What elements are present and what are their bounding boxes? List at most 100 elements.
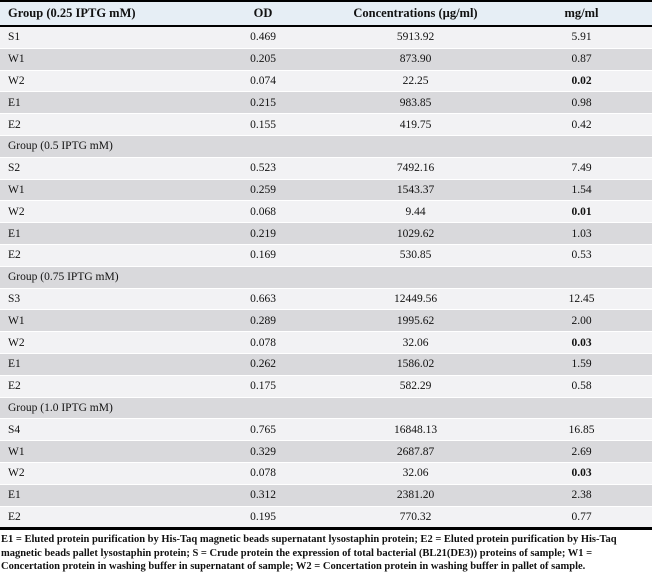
od-value-cell: 0.195 bbox=[198, 506, 328, 530]
od-value-cell: 0.259 bbox=[198, 179, 328, 202]
concentration-value-cell: 582.29 bbox=[328, 375, 503, 398]
sample-id-cell: W1 bbox=[0, 440, 198, 463]
concentration-value-cell: 1995.62 bbox=[328, 309, 503, 333]
table-row: E1 0.215 983.85 0.98 bbox=[0, 91, 652, 115]
sample-id-cell: S2 bbox=[0, 157, 198, 180]
sample-id-cell: E1 bbox=[0, 484, 198, 507]
sample-id-cell: E2 bbox=[0, 506, 198, 530]
od-value-cell: 0.175 bbox=[198, 375, 328, 398]
mgml-value-cell: 0.58 bbox=[503, 375, 652, 398]
concentration-value-cell: 9.44 bbox=[328, 200, 503, 224]
od-value-cell: 0.205 bbox=[198, 48, 328, 71]
od-value-cell: 0.215 bbox=[198, 91, 328, 115]
concentration-value-cell: 7492.16 bbox=[328, 157, 503, 180]
sample-id-cell: E2 bbox=[0, 244, 198, 267]
table-row: W1 0.289 1995.62 2.00 bbox=[0, 309, 652, 333]
concentration-value-cell: 983.85 bbox=[328, 91, 503, 115]
table-row: S2 0.523 7492.16 7.49 bbox=[0, 157, 652, 180]
group-label: Group (0.75 IPTG mM) bbox=[0, 266, 652, 289]
table-footnote: E1 = Eluted protein purification by His-… bbox=[1, 534, 617, 573]
sample-id-cell: W2 bbox=[0, 70, 198, 93]
concentration-value-cell: 12449.56 bbox=[328, 288, 503, 311]
group-label: Group (1.0 IPTG mM) bbox=[0, 397, 652, 420]
sample-id-cell: W2 bbox=[0, 200, 198, 224]
mgml-value-cell: 0.77 bbox=[503, 506, 652, 530]
table-row: W2 0.068 9.44 0.01 bbox=[0, 200, 652, 224]
table-row: E2 0.175 582.29 0.58 bbox=[0, 375, 652, 398]
table-row: E2 0.169 530.85 0.53 bbox=[0, 244, 652, 267]
sample-id-cell: W2 bbox=[0, 462, 198, 485]
sample-id-cell: E1 bbox=[0, 222, 198, 245]
table-row: S3 0.663 12449.56 12.45 bbox=[0, 288, 652, 311]
header-mgml-column: mg/ml bbox=[503, 1, 652, 26]
mgml-value-cell: 12.45 bbox=[503, 288, 652, 311]
mgml-value-cell: 0.87 bbox=[503, 48, 652, 71]
mgml-value-cell: 0.03 bbox=[503, 462, 652, 485]
concentration-value-cell: 2687.87 bbox=[328, 440, 503, 463]
header-concentrations-column: Concentrations (µg/ml) bbox=[328, 1, 503, 26]
od-value-cell: 0.765 bbox=[198, 418, 328, 442]
concentration-value-cell: 5913.92 bbox=[328, 26, 503, 49]
sample-id-cell: S1 bbox=[0, 26, 198, 49]
sample-id-cell: E2 bbox=[0, 375, 198, 398]
concentration-value-cell: 22.25 bbox=[328, 70, 503, 93]
group-separator-row: Group (1.0 IPTG mM) bbox=[0, 397, 652, 420]
group-separator-row: Group (0.5 IPTG mM) bbox=[0, 135, 652, 158]
mgml-value-cell: 0.98 bbox=[503, 91, 652, 115]
mgml-value-cell: 0.03 bbox=[503, 331, 652, 354]
table-body: S1 0.469 5913.92 5.91 W1 0.205 873.90 0.87 W2 0.0… bbox=[0, 26, 652, 530]
concentration-value-cell: 770.32 bbox=[328, 506, 503, 530]
od-value-cell: 0.078 bbox=[198, 331, 328, 354]
sample-id-cell: S3 bbox=[0, 288, 198, 311]
od-value-cell: 0.289 bbox=[198, 309, 328, 333]
concentration-value-cell: 32.06 bbox=[328, 331, 503, 354]
concentration-value-cell: 873.90 bbox=[328, 48, 503, 71]
od-value-cell: 0.523 bbox=[198, 157, 328, 180]
table-row: W1 0.259 1543.37 1.54 bbox=[0, 179, 652, 202]
od-value-cell: 0.469 bbox=[198, 26, 328, 49]
mgml-value-cell: 0.01 bbox=[503, 200, 652, 224]
mgml-value-cell: 16.85 bbox=[503, 418, 652, 442]
od-value-cell: 0.329 bbox=[198, 440, 328, 463]
od-value-cell: 0.219 bbox=[198, 222, 328, 245]
group-label: Group (0.5 IPTG mM) bbox=[0, 135, 652, 158]
table-row: W1 0.205 873.90 0.87 bbox=[0, 48, 652, 71]
mgml-value-cell: 7.49 bbox=[503, 157, 652, 180]
table-row: E1 0.219 1029.62 1.03 bbox=[0, 222, 652, 245]
header-row: Group (0.25 IPTG mM) OD Concentrations (… bbox=[0, 1, 652, 26]
sample-id-cell: E1 bbox=[0, 353, 198, 376]
mgml-value-cell: 2.00 bbox=[503, 309, 652, 333]
table-row: S1 0.469 5913.92 5.91 bbox=[0, 26, 652, 49]
table-row: E1 0.262 1586.02 1.59 bbox=[0, 353, 652, 376]
table-row: W1 0.329 2687.87 2.69 bbox=[0, 440, 652, 463]
concentration-value-cell: 419.75 bbox=[328, 113, 503, 136]
sample-id-cell: S4 bbox=[0, 418, 198, 442]
mgml-value-cell: 1.54 bbox=[503, 179, 652, 202]
mgml-value-cell: 1.59 bbox=[503, 353, 652, 376]
table-row: E1 0.312 2381.20 2.38 bbox=[0, 484, 652, 507]
od-value-cell: 0.074 bbox=[198, 70, 328, 93]
header-od-column: OD bbox=[198, 1, 328, 26]
concentration-value-cell: 1029.62 bbox=[328, 222, 503, 245]
od-value-cell: 0.155 bbox=[198, 113, 328, 136]
concentration-value-cell: 16848.13 bbox=[328, 418, 503, 442]
table-row: E2 0.155 419.75 0.42 bbox=[0, 113, 652, 136]
table-row: S4 0.765 16848.13 16.85 bbox=[0, 418, 652, 442]
sample-id-cell: W1 bbox=[0, 309, 198, 333]
mgml-value-cell: 2.38 bbox=[503, 484, 652, 507]
od-value-cell: 0.169 bbox=[198, 244, 328, 267]
od-value-cell: 0.262 bbox=[198, 353, 328, 376]
table-row: W2 0.078 32.06 0.03 bbox=[0, 462, 652, 485]
protein-concentration-table: Group (0.25 IPTG mM) OD Concentrations (… bbox=[0, 0, 652, 531]
concentration-value-cell: 32.06 bbox=[328, 462, 503, 485]
table-row: E2 0.195 770.32 0.77 bbox=[0, 506, 652, 530]
od-value-cell: 0.078 bbox=[198, 462, 328, 485]
concentration-value-cell: 1543.37 bbox=[328, 179, 503, 202]
concentration-value-cell: 1586.02 bbox=[328, 353, 503, 376]
mgml-value-cell: 0.42 bbox=[503, 113, 652, 136]
sample-id-cell: W1 bbox=[0, 179, 198, 202]
od-value-cell: 0.312 bbox=[198, 484, 328, 507]
mgml-value-cell: 5.91 bbox=[503, 26, 652, 49]
od-value-cell: 0.663 bbox=[198, 288, 328, 311]
sample-id-cell: E2 bbox=[0, 113, 198, 136]
